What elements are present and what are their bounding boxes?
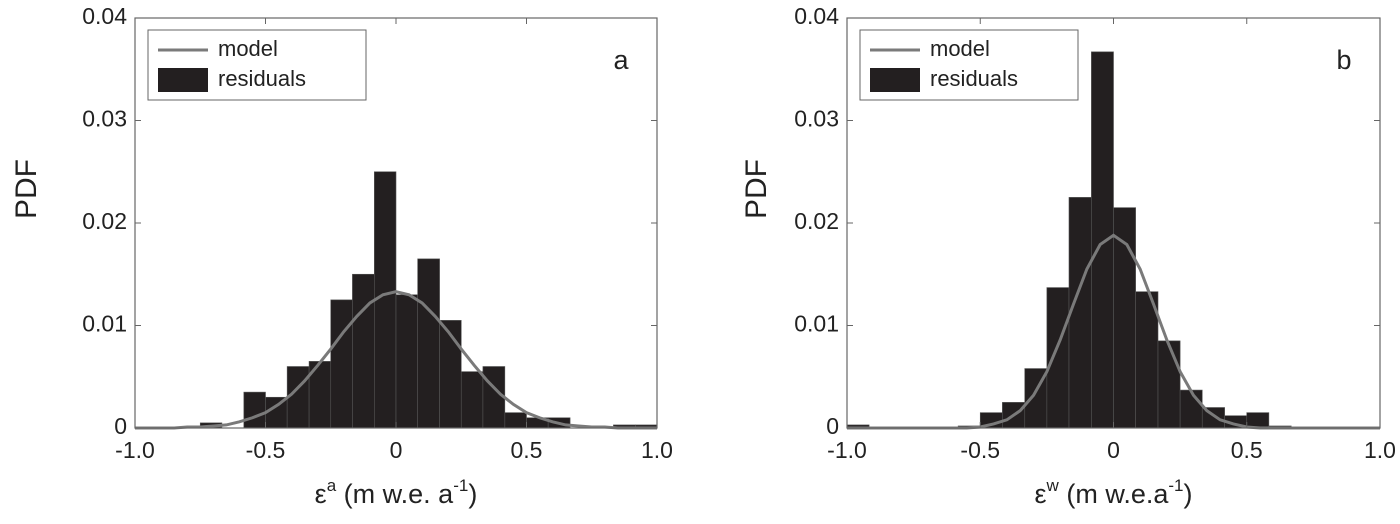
y-tick-label: 0 <box>114 413 127 439</box>
y-tick-label: 0 <box>826 413 839 439</box>
x-axis-label-part: ε <box>315 479 327 509</box>
x-axis-label: εw (m w.e.a-1) <box>1035 476 1193 509</box>
legend-label: model <box>930 36 990 61</box>
histogram-bar <box>1246 412 1270 429</box>
x-tick-label: 0.5 <box>1231 437 1263 463</box>
x-axis-label-part: ) <box>468 479 477 509</box>
panel: 0 0.01 0.02 0.03 0.04 -1.0 -0.5 0 0.5 1.0 PDF εw (m… <box>740 3 1396 509</box>
histogram-bar <box>330 299 353 429</box>
histogram-bar <box>417 258 440 429</box>
y-tick-label: 0.04 <box>794 3 839 29</box>
histogram-bar <box>1179 389 1203 429</box>
y-tick-label: 0.01 <box>794 311 839 337</box>
y-axis-label: PDF <box>740 159 773 219</box>
x-axis-label-part: (m w.e. a <box>336 479 454 509</box>
histogram-bar <box>504 412 527 429</box>
x-axis-label-part: -1 <box>453 476 468 495</box>
histogram-bar <box>1091 51 1114 429</box>
x-tick-label: -0.5 <box>246 437 286 463</box>
x-axis-label-part: ε <box>1035 479 1047 509</box>
histogram-bar <box>1157 340 1181 429</box>
x-tick-label: 0 <box>1107 437 1120 463</box>
x-tick-label: -0.5 <box>960 437 1000 463</box>
x-axis-label: εa (m w.e. a-1) <box>315 476 478 509</box>
y-tick-label: 0.01 <box>82 311 127 337</box>
y-tick-label: 0.04 <box>82 3 127 29</box>
x-tick-label: -1.0 <box>115 437 155 463</box>
x-axis-label-part: w <box>1046 476 1060 495</box>
histogram-bar <box>1113 207 1136 429</box>
x-tick-label: -1.0 <box>827 437 867 463</box>
legend-swatch <box>870 68 920 92</box>
y-axis-label: PDF <box>10 159 43 219</box>
histogram-bar <box>482 366 506 429</box>
y-tick-label: 0.03 <box>794 106 839 132</box>
legend-label: residuals <box>930 66 1018 91</box>
legend-label: residuals <box>218 66 306 91</box>
x-axis-label-part: a <box>327 476 337 495</box>
histogram-bar <box>460 371 484 429</box>
legend-label: model <box>218 36 278 61</box>
x-tick-label: 1.0 <box>1364 437 1396 463</box>
histogram-bar <box>1068 197 1092 429</box>
x-tick-label: 1.0 <box>641 437 673 463</box>
histogram-bar <box>395 294 418 429</box>
legend-swatch <box>158 68 208 92</box>
model-curve <box>135 290 657 430</box>
panel-label: b <box>1336 45 1351 75</box>
y-tick-label: 0.02 <box>794 208 839 234</box>
histogram-bar <box>1135 291 1159 429</box>
x-tick-label: 0.5 <box>511 437 543 463</box>
y-tick-label: 0.02 <box>82 208 127 234</box>
histogram-bar <box>352 273 375 429</box>
x-axis-label-part: ) <box>1183 479 1192 509</box>
histogram-bar <box>286 366 310 429</box>
histogram-bar <box>1046 287 1070 429</box>
histogram-bar <box>243 391 266 429</box>
x-tick-label: 0 <box>390 437 403 463</box>
x-axis-label-part: -1 <box>1168 476 1183 495</box>
x-axis-label-part: (m w.e.a <box>1059 479 1170 509</box>
panel-label: a <box>613 45 629 75</box>
y-tick-label: 0.03 <box>82 106 127 132</box>
